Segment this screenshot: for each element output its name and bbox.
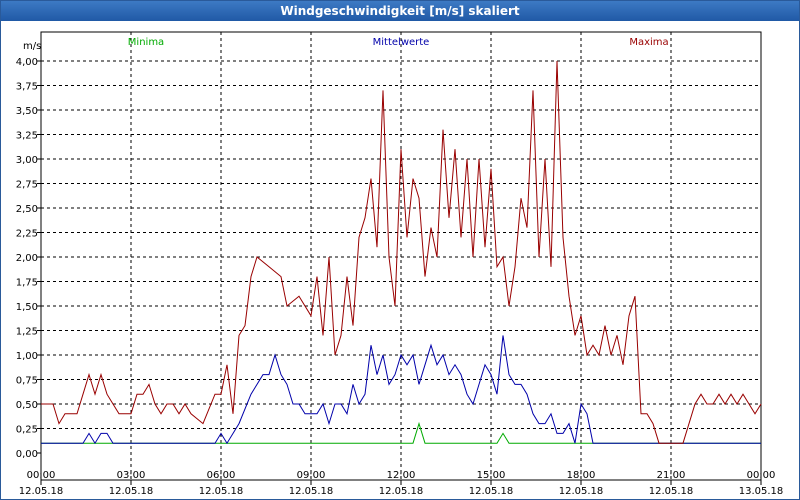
y-tick-label: 0,75 bbox=[16, 376, 38, 387]
window-title: Windgeschwindigkeit [m/s] skaliert bbox=[1, 1, 799, 21]
y-tick-label: 2,00 bbox=[16, 253, 38, 264]
legend-maxima: Maxima bbox=[629, 37, 668, 48]
y-tick-label: 0,25 bbox=[16, 425, 38, 436]
x-tick-time: 12:00 bbox=[387, 470, 416, 481]
x-tick-date: 12.05.18 bbox=[289, 486, 334, 497]
x-tick-time: 00:00 bbox=[27, 470, 56, 481]
y-tick-label: 3,00 bbox=[16, 155, 38, 166]
x-tick-date: 12.05.18 bbox=[469, 486, 514, 497]
series-line-mittelwerte bbox=[41, 335, 761, 445]
x-tick-date: 12.05.18 bbox=[379, 486, 424, 497]
x-tick-date: 12.05.18 bbox=[559, 486, 604, 497]
x-tick-time: 15:00 bbox=[477, 470, 506, 481]
x-tick-time: 18:00 bbox=[567, 470, 596, 481]
series-line-maxima bbox=[41, 60, 762, 444]
x-axis-ticks: 00:00 12.05.18 03:00 12.05.18 06:00 12.05.18 0… bbox=[19, 470, 784, 497]
x-tick-date: 12.05.18 bbox=[649, 486, 694, 497]
y-tick-label: 0,00 bbox=[16, 449, 38, 460]
y-tick-label: 1,50 bbox=[16, 302, 38, 313]
grid-lines bbox=[41, 32, 761, 480]
y-tick-label: 1,75 bbox=[16, 278, 38, 289]
x-tick-time: 06:00 bbox=[207, 470, 236, 481]
y-axis-label: m/s bbox=[23, 41, 41, 52]
y-tick-label: 3,75 bbox=[16, 82, 38, 93]
x-tick-time: 09:00 bbox=[297, 470, 326, 481]
y-axis-ticks: 0,00 0,25 0,50 0,75 1,00 1,25 1,50 1,75 2,00 2,25… bbox=[16, 57, 41, 460]
y-tick-label: 3,50 bbox=[16, 106, 38, 117]
x-tick-time: 00:00 bbox=[747, 470, 776, 481]
y-tick-label: 1,25 bbox=[16, 327, 38, 338]
series-line-minima bbox=[41, 421, 761, 444]
y-tick-label: 3,25 bbox=[16, 131, 38, 142]
series-lines bbox=[41, 60, 762, 445]
x-tick-date: 12.05.18 bbox=[109, 486, 154, 497]
y-tick-label: 0,50 bbox=[16, 400, 38, 411]
x-tick-time: 21:00 bbox=[657, 470, 686, 481]
y-tick-label: 2,25 bbox=[16, 229, 38, 240]
x-tick-date: 13.05.18 bbox=[739, 486, 784, 497]
y-tick-label: 2,50 bbox=[16, 204, 38, 215]
x-tick-date: 12.05.18 bbox=[19, 486, 64, 497]
wind-speed-chart: 0,00 0,25 0,50 0,75 1,00 1,25 1,50 1,75 2,00 2,25… bbox=[16, 31, 784, 497]
legend: Minima Mittelwerte Maxima bbox=[128, 37, 669, 48]
x-tick-date: 12.05.18 bbox=[199, 486, 244, 497]
legend-mittelwerte: Mittelwerte bbox=[373, 37, 430, 48]
legend-minima: Minima bbox=[128, 37, 164, 48]
y-tick-label: 4,00 bbox=[16, 57, 38, 68]
y-tick-label: 1,00 bbox=[16, 351, 38, 362]
y-tick-label: 2,75 bbox=[16, 180, 38, 191]
x-tick-time: 03:00 bbox=[117, 470, 146, 481]
